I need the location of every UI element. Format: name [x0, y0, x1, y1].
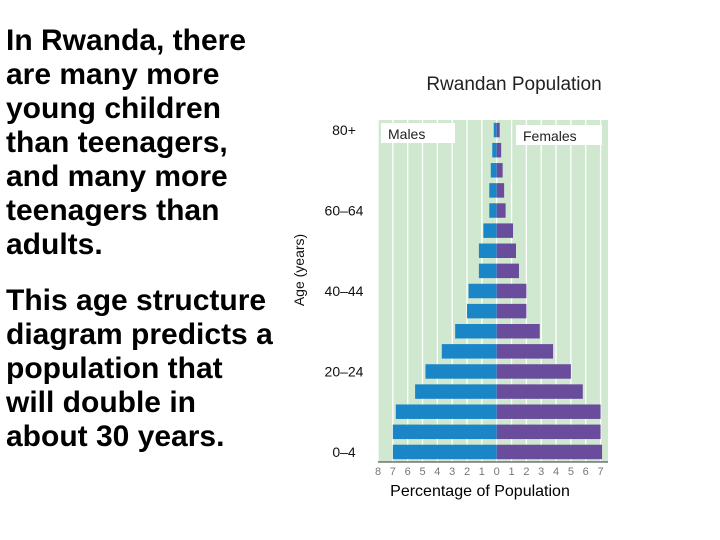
bar-males-50–54 [478, 243, 497, 259]
bar-females-30–34 [496, 323, 540, 339]
x-tick-label: 3 [449, 466, 455, 478]
bar-females-5–9 [496, 424, 601, 440]
x-tick-label: 4 [553, 466, 559, 478]
females-legend-box [516, 125, 602, 145]
x-tick-label: 5 [568, 466, 574, 478]
x-tick-label: 3 [538, 466, 544, 478]
bar-males-30–34 [455, 323, 497, 339]
bar-females-15–19 [496, 384, 583, 399]
males-legend-label: Males [388, 126, 425, 142]
chart-title: Rwandan Population [426, 74, 601, 95]
x-tick-label: 4 [434, 466, 440, 478]
bar-females-0–4 [496, 444, 603, 460]
bar-males-20–24 [425, 364, 497, 379]
bar-males-60–64 [489, 203, 497, 218]
bar-females-45–49 [496, 263, 519, 279]
x-tick-label: 6 [405, 466, 411, 478]
description-paragraph-2: This age structure diagram predicts a po… [6, 284, 273, 453]
bar-males-15–19 [415, 384, 497, 399]
females-legend-label: Females [523, 128, 577, 144]
bar-females-55–59 [496, 223, 514, 238]
bar-females-70–74 [496, 163, 503, 178]
age-label: 0–4 [332, 444, 356, 460]
x-tick-label: 8 [375, 466, 381, 478]
y-axis-label: Age (years) [291, 234, 307, 306]
males-legend-box [381, 123, 455, 143]
x-tick-label: 7 [390, 466, 396, 478]
description-paragraph-1: In Rwanda, there are many more young chi… [6, 24, 247, 261]
bar-females-20–24 [496, 364, 571, 379]
bar-females-25–29 [496, 344, 554, 359]
bar-males-5–9 [392, 424, 497, 440]
age-label: 40–44 [325, 283, 364, 299]
age-label: 20–24 [325, 363, 364, 379]
bar-males-70–74 [490, 163, 497, 178]
bar-females-35–39 [496, 303, 527, 319]
x-tick-label: 5 [419, 466, 425, 478]
bar-females-40–44 [496, 283, 527, 299]
x-tick-label: 6 [583, 466, 589, 478]
x-tick-label: 2 [523, 466, 529, 478]
bar-females-75–79 [496, 142, 502, 158]
bar-females-10–14 [496, 404, 601, 419]
x-tick-label: 1 [479, 466, 485, 478]
x-tick-label: 7 [598, 466, 604, 478]
bar-males-0–4 [392, 444, 497, 460]
bar-females-65–69 [496, 183, 505, 198]
age-label: 80+ [332, 122, 356, 138]
bar-males-35–39 [467, 303, 497, 319]
bar-males-40–44 [468, 283, 497, 299]
bar-males-75–79 [492, 142, 497, 158]
x-tick-label: 2 [464, 466, 470, 478]
bar-males-55–59 [483, 223, 497, 238]
bar-females-60–64 [496, 203, 506, 218]
x-tick-label: 0 [494, 466, 500, 478]
bar-males-10–14 [395, 404, 497, 419]
bar-males-65–69 [489, 183, 497, 198]
age-label: 60–64 [325, 203, 364, 219]
bar-females-50–54 [496, 243, 516, 259]
x-tick-label: 1 [508, 466, 514, 478]
bar-females-80+ [496, 122, 500, 138]
bar-males-45–49 [478, 263, 497, 279]
age-labels: 80+ 60–64 40–44 20–24 0–4 [325, 122, 364, 460]
bar-males-25–29 [441, 344, 497, 359]
x-axis-label: Percentage of Population [390, 483, 570, 500]
bars [392, 122, 603, 460]
bar-males-80+ [493, 122, 497, 138]
